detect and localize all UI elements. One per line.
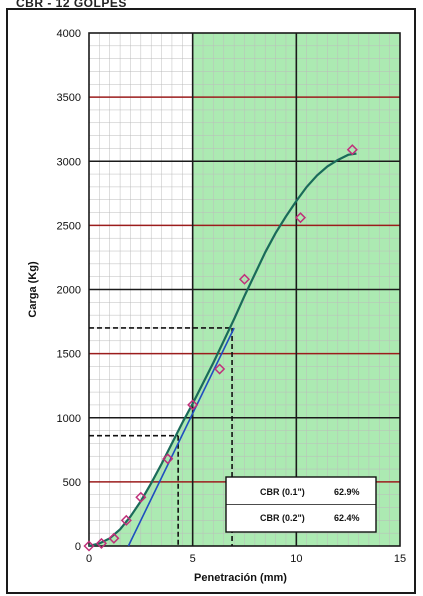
y-tick-label: 3500	[57, 92, 81, 104]
x-tick-label: 0	[86, 553, 92, 565]
y-tick-label: 1000	[57, 413, 81, 425]
plot-border	[88, 32, 401, 547]
y-tick-label: 3000	[57, 156, 81, 168]
y-tick-label: 0	[75, 541, 81, 553]
data-point	[238, 273, 251, 285]
x-tick-label: 10	[290, 553, 302, 565]
data-point	[187, 399, 199, 411]
data-point	[162, 453, 174, 465]
data-point	[95, 537, 108, 549]
y-tick-label: 2500	[57, 220, 81, 232]
data-point	[120, 514, 132, 526]
y-tick-label: 4000	[57, 28, 81, 40]
legend-label: CBR (0.2")	[260, 513, 305, 523]
x-tick-label: 5	[190, 553, 196, 565]
data-point	[83, 540, 95, 552]
legend-value: 62.4%	[334, 513, 360, 523]
fit-curve	[88, 152, 357, 548]
y-tick-label: 1500	[57, 349, 81, 361]
y-axis-title: Carga (Kg)	[27, 261, 39, 318]
y-tick-label: 2000	[57, 285, 81, 297]
x-tick-label: 15	[394, 553, 406, 565]
data-point	[294, 212, 307, 224]
legend-label: CBR (0.1")	[260, 487, 305, 497]
chart-frame	[6, 8, 416, 594]
data-point	[135, 491, 147, 503]
data-point	[214, 363, 226, 375]
chart-header: CBR - 12 GOLPES	[16, 0, 127, 10]
tangent-line	[127, 327, 235, 547]
data-point	[346, 144, 358, 156]
y-tick-label: 500	[63, 477, 81, 489]
data-point	[108, 532, 120, 544]
legend-value: 62.9%	[334, 487, 360, 497]
x-axis-title: Penetración (mm)	[194, 572, 287, 584]
